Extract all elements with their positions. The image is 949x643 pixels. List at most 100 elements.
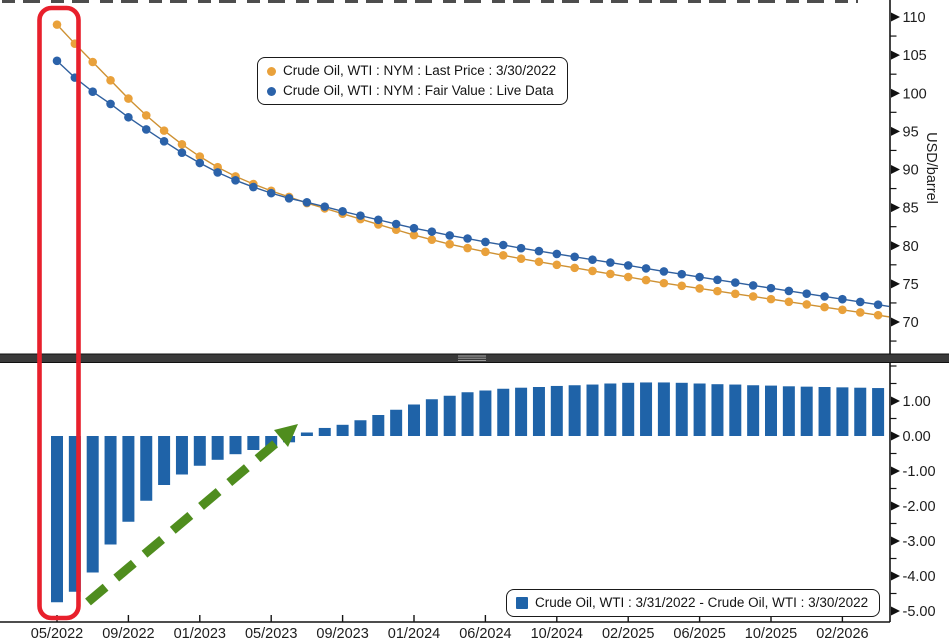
diff-bar xyxy=(51,436,63,603)
data-point xyxy=(641,264,651,273)
axis-tick-arrow-icon xyxy=(891,606,900,616)
x-axis-tick-label: 05/2022 xyxy=(31,626,83,642)
top-legend[interactable]: Crude Oil, WTI : NYM : Last Price : 3/30… xyxy=(257,57,569,105)
data-point xyxy=(498,250,508,260)
x-axis-tick-label: 06/2024 xyxy=(459,626,511,642)
data-point xyxy=(677,281,687,291)
data-point xyxy=(588,266,597,276)
data-point xyxy=(516,243,526,253)
legend-item-spread: Crude Oil, WTI : 3/31/2022 - Crude Oil, … xyxy=(516,594,868,612)
spread-series-marker-icon xyxy=(516,597,528,609)
axis-tick-label: 105 xyxy=(903,48,927,64)
data-point xyxy=(534,246,544,256)
data-point xyxy=(713,275,722,285)
x-axis-tick-label: 10/2025 xyxy=(745,626,797,642)
data-point xyxy=(302,197,312,207)
data-point xyxy=(570,263,579,273)
data-point xyxy=(427,235,437,244)
data-point xyxy=(623,261,633,270)
data-point xyxy=(748,292,758,301)
cropped-title-fragments xyxy=(2,0,858,3)
diff-bar xyxy=(425,399,438,436)
data-point xyxy=(516,254,526,264)
axis-tick-label: 1.00 xyxy=(903,394,931,410)
diff-bar xyxy=(461,392,474,436)
data-point xyxy=(873,310,883,320)
data-point xyxy=(481,237,490,247)
panel-divider[interactable] xyxy=(0,353,949,363)
diff-bar xyxy=(622,382,635,436)
data-point xyxy=(391,219,401,229)
data-point xyxy=(855,297,865,307)
axis-tick-arrow-icon xyxy=(891,279,900,289)
diff-bar xyxy=(765,385,777,436)
diff-bar xyxy=(229,436,242,455)
diff-bar xyxy=(640,382,653,436)
data-point xyxy=(231,176,240,185)
data-point xyxy=(552,260,562,270)
data-point xyxy=(159,136,169,146)
diff-bar xyxy=(408,404,420,436)
data-point xyxy=(784,286,794,296)
axis-tick-arrow-icon xyxy=(891,466,900,476)
data-point xyxy=(588,255,597,265)
data-point xyxy=(873,300,883,309)
data-point xyxy=(356,211,365,220)
axis-tick-label: -2.00 xyxy=(903,499,936,515)
data-point xyxy=(855,308,865,317)
data-point xyxy=(713,286,722,296)
data-point xyxy=(266,188,276,198)
data-point xyxy=(320,202,330,211)
diff-bar xyxy=(604,383,617,436)
data-point xyxy=(124,94,133,103)
divider-grip-icon[interactable] xyxy=(458,355,486,361)
bottom-legend[interactable]: Crude Oil, WTI : 3/31/2022 - Crude Oil, … xyxy=(506,589,881,617)
data-point xyxy=(409,230,419,240)
data-point xyxy=(481,247,490,257)
data-point xyxy=(623,272,633,282)
legend-label-spread: Crude Oil, WTI : 3/31/2022 - Crude Oil, … xyxy=(535,595,869,610)
diff-bar xyxy=(872,388,885,436)
data-point xyxy=(766,283,776,293)
trend-arrow xyxy=(85,424,298,606)
diff-bar xyxy=(818,387,831,436)
data-point xyxy=(641,275,651,285)
diff-bar xyxy=(532,387,545,436)
data-point xyxy=(463,234,472,243)
x-axis-tick-label: 01/2024 xyxy=(388,626,440,642)
data-point xyxy=(52,20,62,29)
data-point xyxy=(124,112,133,122)
axis-tick-label: 110 xyxy=(903,10,926,26)
data-point xyxy=(195,152,205,161)
data-point xyxy=(820,292,829,301)
axis-tick-arrow-icon xyxy=(891,396,900,406)
diff-bar xyxy=(693,383,706,436)
data-point xyxy=(52,56,62,66)
diff-bar xyxy=(711,384,724,436)
data-point xyxy=(159,126,169,135)
data-point xyxy=(534,257,544,267)
axis-tick-arrow-icon xyxy=(891,317,900,327)
data-point xyxy=(427,227,437,236)
data-point xyxy=(106,75,115,85)
axis-tick-label: 90 xyxy=(903,163,919,179)
fair-value-series xyxy=(52,56,890,309)
data-point xyxy=(195,158,205,168)
data-point xyxy=(445,239,455,249)
diff-bar xyxy=(782,386,795,436)
diff-bar xyxy=(318,427,331,436)
diff-bar xyxy=(390,409,403,436)
legend-label-last-price: Crude Oil, WTI : NYM : Last Price : 3/30… xyxy=(283,63,557,78)
axis-tick-label: -5.00 xyxy=(903,604,936,620)
last-price-series-marker-icon xyxy=(267,66,276,76)
diff-bar xyxy=(443,395,456,436)
diff-bar xyxy=(193,436,206,466)
x-axis-tick-label: 01/2023 xyxy=(174,626,226,642)
data-point xyxy=(784,297,794,307)
data-point xyxy=(284,194,294,203)
diff-bar xyxy=(140,436,153,501)
diff-bar xyxy=(550,385,563,436)
data-point xyxy=(659,267,669,276)
